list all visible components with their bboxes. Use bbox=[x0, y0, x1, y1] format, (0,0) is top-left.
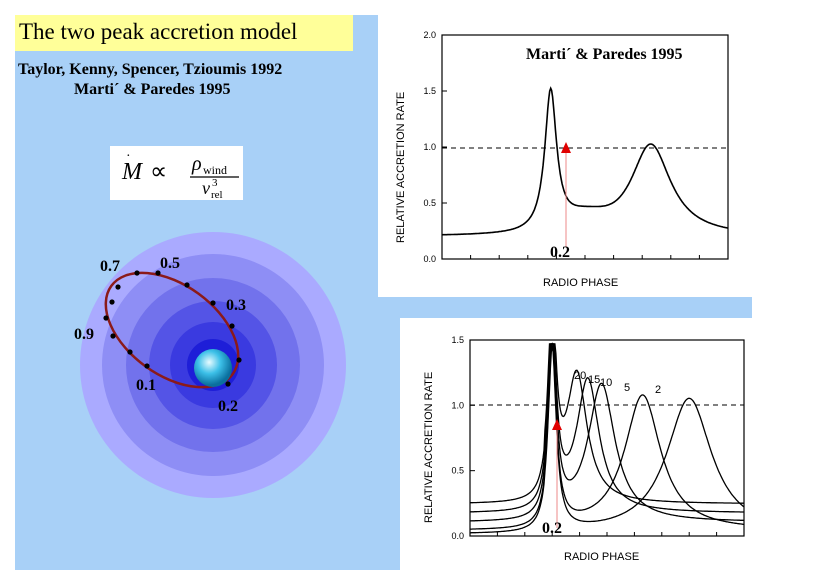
phase-dot bbox=[103, 315, 109, 321]
chart-1-marker-label: 0.2 bbox=[550, 244, 570, 261]
chart-1: 0.0 0.5 1.0 1.5 2.0 0.2 Marti´ & Paredes 199… bbox=[395, 30, 729, 289]
phase-dot bbox=[236, 357, 242, 363]
chart-1-ylabel: RELATIVE ACCRETION RATE bbox=[395, 92, 407, 243]
formula-lhs: M bbox=[121, 159, 144, 185]
chart-2-series-line-10 bbox=[470, 343, 745, 522]
ytick-label: 0.0 bbox=[423, 254, 436, 264]
phase-dot bbox=[115, 284, 121, 290]
accretion-formula: M · ∝ ρ wind v 3 rel bbox=[110, 146, 243, 201]
chart-2-series-line-15 bbox=[469, 343, 744, 513]
authors-line-1: Taylor, Kenny, Spencer, Tzioumis 1992 bbox=[18, 61, 283, 78]
phase-dot bbox=[184, 282, 190, 288]
chart-2-series-line-2 bbox=[470, 345, 745, 534]
formula-numerator: ρ bbox=[191, 153, 202, 175]
phase-label-0.1: 0.1 bbox=[136, 377, 156, 394]
star-icon bbox=[194, 349, 232, 387]
chart-panel-2: 0.0 0.5 1.0 1.5 20 15 10 5 2 0.2 RADIO PHAS… bbox=[400, 318, 752, 570]
formula-den-sup: 3 bbox=[212, 177, 218, 189]
phase-dot bbox=[210, 300, 216, 306]
ytick-label: 0.0 bbox=[451, 531, 464, 541]
chart-2-series-group bbox=[469, 342, 745, 534]
chart-2-series-line-20 bbox=[470, 343, 744, 504]
chart-1-yticks: 0.0 0.5 1.0 1.5 2.0 bbox=[423, 30, 729, 264]
chart-2-marker-label: 0.2 bbox=[542, 520, 562, 537]
slide-title: The two peak accretion model bbox=[15, 15, 353, 51]
chart-1-series-line bbox=[441, 86, 729, 236]
chart-2-series-line-5 bbox=[470, 342, 745, 530]
formula-num-sub: wind bbox=[203, 163, 227, 177]
formula-den-sub: rel bbox=[211, 189, 223, 200]
chart-2-series-label-10: 10 bbox=[600, 377, 612, 389]
chart-2-series-label-2: 2 bbox=[655, 384, 661, 396]
phase-dot bbox=[110, 333, 116, 339]
phase-label-0.3: 0.3 bbox=[226, 297, 246, 314]
phase-label-0.7: 0.7 bbox=[100, 258, 120, 275]
formula-prop: ∝ bbox=[150, 159, 167, 185]
chart-1-xlabel: RADIO PHASE bbox=[543, 277, 618, 289]
chart-1-title: Marti´ & Paredes 1995 bbox=[526, 46, 683, 63]
phase-dot bbox=[109, 299, 115, 305]
chart-2-marker-arrow bbox=[552, 419, 562, 430]
chart-2-ylabel: RELATIVE ACCRETION RATE bbox=[423, 372, 435, 523]
phase-dot bbox=[144, 363, 150, 369]
chart-2-series-label-15: 15 bbox=[588, 374, 600, 386]
ytick-label: 1.5 bbox=[451, 335, 464, 345]
formula-dot: · bbox=[126, 149, 131, 164]
ytick-label: 2.0 bbox=[423, 30, 436, 40]
ytick-label: 1.0 bbox=[451, 400, 464, 410]
phase-label-0.5: 0.5 bbox=[160, 255, 180, 272]
chart-2-xlabel: RADIO PHASE bbox=[564, 551, 639, 563]
ytick-label: 1.5 bbox=[423, 86, 436, 96]
phase-dot bbox=[134, 270, 140, 276]
phase-label-0.9: 0.9 bbox=[74, 326, 94, 343]
chart-2-frame bbox=[469, 339, 745, 537]
chart-1-frame bbox=[441, 34, 729, 260]
chart-panel-1: 0.0 0.5 1.0 1.5 2.0 0.2 Marti´ & Paredes 199… bbox=[378, 15, 752, 297]
chart-2-yticks: 0.0 0.5 1.0 1.5 bbox=[451, 335, 745, 541]
orbit-phase-dots bbox=[103, 270, 242, 387]
phase-dot bbox=[229, 323, 235, 329]
phase-dot bbox=[225, 381, 231, 387]
ytick-label: 0.5 bbox=[423, 198, 436, 208]
authors: Taylor, Kenny, Spencer, Tzioumis 1992 Ma… bbox=[18, 60, 282, 100]
ytick-label: 1.0 bbox=[423, 142, 436, 152]
authors-line-2: Marti´ & Paredes 1995 bbox=[74, 81, 231, 98]
chart-1-marker-arrow bbox=[561, 142, 571, 153]
chart-2: 0.0 0.5 1.0 1.5 20 15 10 5 2 0.2 RADIO PHAS… bbox=[423, 335, 745, 563]
chart-2-series-label-5: 5 bbox=[624, 382, 630, 394]
phase-label-0.2: 0.2 bbox=[218, 398, 238, 415]
phase-dot bbox=[127, 349, 133, 355]
phase-dot bbox=[155, 270, 161, 276]
orbit-diagram: 0.7 0.5 0.3 0.9 0.1 0.2 bbox=[74, 232, 346, 498]
chart-2-series-label-20: 20 bbox=[574, 370, 586, 382]
ytick-label: 0.5 bbox=[451, 466, 464, 476]
formula-denominator: v bbox=[202, 178, 210, 198]
